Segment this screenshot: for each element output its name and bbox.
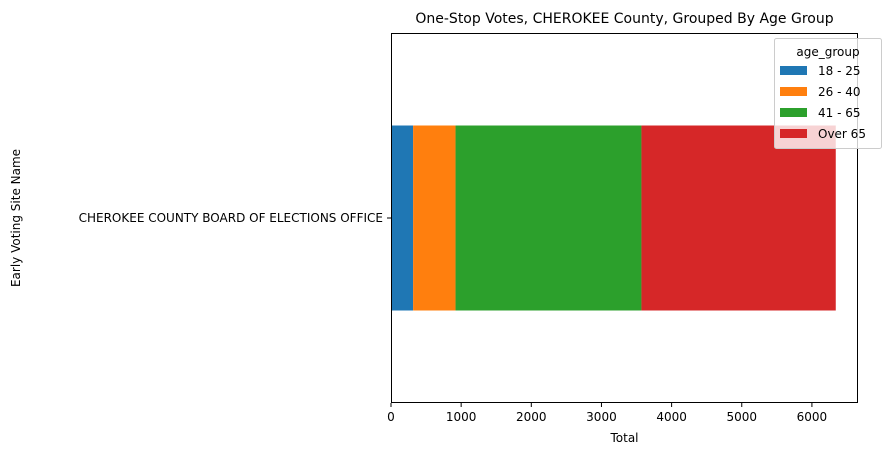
legend: age_group 18 - 25 26 - 40 41 - 65 Over 65 xyxy=(774,38,882,149)
x-tick-label: 2000 xyxy=(516,410,547,424)
legend-swatch xyxy=(780,129,807,138)
legend-items: 18 - 25 26 - 40 41 - 65 Over 65 xyxy=(780,64,866,141)
legend-swatch xyxy=(780,66,807,75)
legend-swatch xyxy=(780,108,807,117)
bar-segment-4 xyxy=(641,125,836,311)
bar-segment-1 xyxy=(391,125,414,311)
chart-title: One-Stop Votes, CHEROKEE County, Grouped… xyxy=(415,11,833,27)
x-tick-label: 1000 xyxy=(446,410,477,424)
legend-swatch xyxy=(780,87,807,96)
bar-group xyxy=(391,125,836,311)
y-axis: CHEROKEE COUNTY BOARD OF ELECTIONS OFFIC… xyxy=(79,211,391,225)
y-tick-label: CHEROKEE COUNTY BOARD OF ELECTIONS OFFIC… xyxy=(79,211,383,225)
x-axis-label: Total xyxy=(609,431,638,445)
x-tick-label: 3000 xyxy=(586,410,617,424)
y-axis-label: Early Voting Site Name xyxy=(9,149,23,287)
legend-label: 18 - 25 xyxy=(818,64,861,78)
legend-label: 26 - 40 xyxy=(818,85,861,99)
x-tick-label: 5000 xyxy=(726,410,757,424)
plot-frame xyxy=(391,33,858,403)
x-tick-label: 6000 xyxy=(797,410,828,424)
bar-segment-3 xyxy=(455,125,642,311)
legend-title: age_group xyxy=(796,45,859,59)
x-axis: 0 1000 2000 3000 4000 5000 6000 xyxy=(387,403,827,424)
legend-label: Over 65 xyxy=(818,127,866,141)
bar-segment-2 xyxy=(413,125,456,311)
legend-label: 41 - 65 xyxy=(818,106,861,120)
x-tick-label: 0 xyxy=(387,410,395,424)
x-tick-label: 4000 xyxy=(656,410,687,424)
